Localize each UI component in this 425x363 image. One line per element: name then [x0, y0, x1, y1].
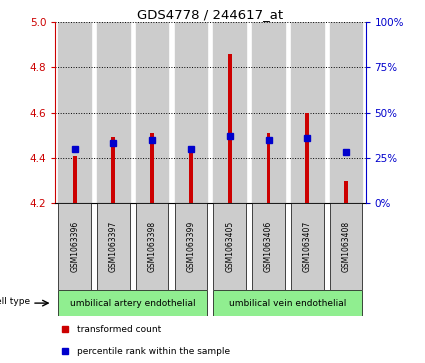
Bar — [213, 290, 363, 316]
Bar — [97, 203, 130, 290]
Bar — [291, 22, 323, 203]
Bar — [189, 149, 193, 203]
Bar — [136, 22, 168, 203]
Bar — [330, 203, 363, 290]
Bar — [73, 156, 76, 203]
Text: transformed count: transformed count — [77, 325, 161, 334]
Bar — [213, 22, 246, 203]
Bar — [252, 22, 285, 203]
Bar — [58, 290, 207, 316]
Bar — [97, 22, 130, 203]
Text: GSM1063408: GSM1063408 — [342, 221, 351, 272]
Bar — [252, 203, 285, 290]
Text: umbilical vein endothelial: umbilical vein endothelial — [229, 299, 347, 307]
Text: cell type: cell type — [0, 297, 31, 306]
Bar — [175, 22, 207, 203]
Bar — [228, 53, 232, 203]
Bar — [111, 138, 115, 203]
Text: GSM1063396: GSM1063396 — [70, 221, 79, 273]
Bar — [58, 22, 91, 203]
Bar — [150, 133, 154, 203]
Bar — [344, 181, 348, 203]
Bar — [136, 203, 168, 290]
Bar — [330, 22, 363, 203]
Text: GSM1063399: GSM1063399 — [187, 221, 196, 273]
Text: GSM1063397: GSM1063397 — [109, 221, 118, 273]
Bar — [213, 203, 246, 290]
Text: GSM1063406: GSM1063406 — [264, 221, 273, 273]
Bar — [266, 133, 270, 203]
Text: GSM1063398: GSM1063398 — [148, 221, 157, 272]
Title: GDS4778 / 244617_at: GDS4778 / 244617_at — [137, 8, 283, 21]
Bar — [175, 203, 207, 290]
Bar — [58, 203, 91, 290]
Text: percentile rank within the sample: percentile rank within the sample — [77, 347, 230, 356]
Text: GSM1063405: GSM1063405 — [225, 221, 234, 273]
Text: umbilical artery endothelial: umbilical artery endothelial — [70, 299, 196, 307]
Bar — [306, 113, 309, 203]
Bar — [291, 203, 323, 290]
Text: GSM1063407: GSM1063407 — [303, 221, 312, 273]
